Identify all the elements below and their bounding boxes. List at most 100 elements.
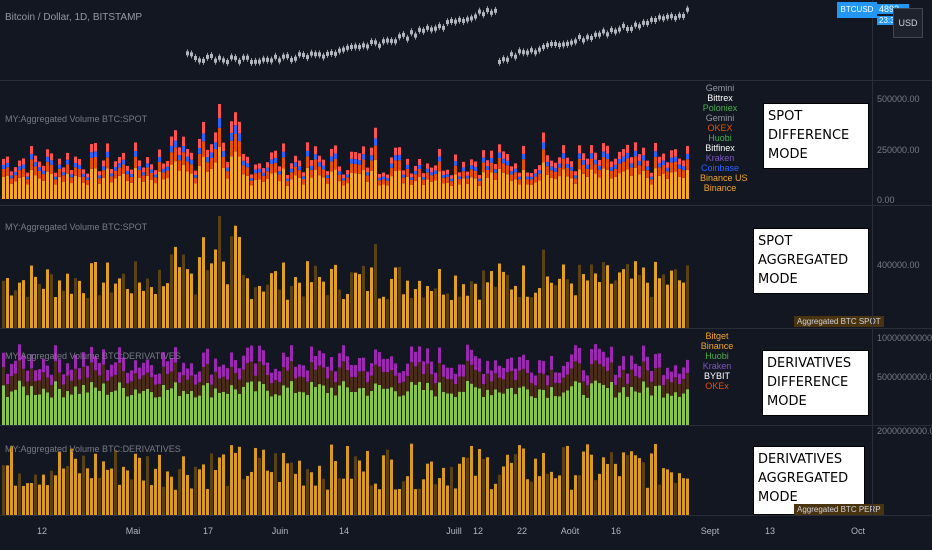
volume-bar [146,388,149,425]
volume-bar [414,174,417,181]
volume-bar [82,169,85,174]
volume-bar [630,451,633,515]
volume-bar [46,171,49,199]
volume-bar [594,480,597,515]
volume-axis[interactable]: 400000.00 [872,206,932,328]
candle-body [642,20,645,25]
volume-bar [254,180,257,199]
volume-bar [622,452,625,515]
volume-bar [658,278,661,328]
volume-bar [6,465,9,515]
volume-bar [646,487,649,515]
volume-bar [670,172,673,199]
volume-bar [6,373,9,385]
volume-bar [314,355,317,370]
volume-bar [682,367,685,379]
volume-bar [646,282,649,328]
pane-separator[interactable] [0,205,932,206]
volume-bar [322,159,325,166]
time-axis[interactable]: 12 Mai 17 Juin 14 Juill 12 22 Août 16 Sept 13 Oct [0,516,932,550]
volume-axis[interactable]: 10000000000.00 5000000000.00 [872,329,932,425]
volume-bar [2,280,5,328]
price-pane[interactable]: Bitcoin / Dollar, 1D, BITSTAMP BTCUSD 48… [0,0,932,80]
volume-bar [270,273,273,328]
derivatives-aggregated-pane[interactable]: MY:Aggregated Volume BTC:DERIVATIVES DER… [0,426,932,515]
volume-bar [214,358,217,372]
volume-bar [26,179,29,185]
volume-bar [354,152,357,160]
volume-bar [206,348,209,364]
volume-bar [74,175,77,199]
candle-body [498,59,501,64]
volume-bar [510,166,513,172]
volume-bar [414,489,417,515]
candle-body [278,58,281,63]
volume-bar [514,394,517,425]
volume-axis[interactable]: 500000.00 250000.00 0.00 [872,81,932,205]
volume-bar [106,262,109,328]
volume-bar [538,170,541,174]
volume-bar [254,287,257,328]
volume-bar [606,357,609,372]
volume-bar [446,393,449,425]
volume-bar [110,168,113,174]
volume-bar [262,172,265,176]
spot-difference-pane[interactable]: MY:Aggregated Volume BTC:SPOT Gemini Bitt… [0,81,932,205]
legend-item: Kraken [702,361,732,371]
candle-body [222,58,225,63]
volume-bar [262,449,265,515]
pane-separator[interactable] [0,328,932,329]
volume-bar [598,473,601,515]
pane-separator[interactable] [0,425,932,426]
volume-bar [278,289,281,328]
volume-bar [538,389,541,425]
volume-bar [246,278,249,328]
volume-bar [662,385,665,398]
volume-bar [26,395,29,425]
volume-bar [658,175,661,199]
volume-bar [362,357,365,372]
pane-separator[interactable] [0,80,932,81]
derivatives-difference-pane[interactable]: MY:Aggregated Volume BTC:DERIVATIVES Bit… [0,329,932,425]
volume-bar [522,265,525,328]
candle-body [242,55,245,60]
volume-bar [342,174,345,179]
volume-bar [54,296,57,328]
volume-bar [270,152,273,160]
volume-bar [222,376,225,392]
volume-bar [358,388,361,425]
volume-bar [642,170,645,199]
currency-button[interactable]: USD [893,8,923,38]
volume-bar [186,269,189,328]
volume-bar [350,478,353,515]
volume-bar [182,164,185,199]
volume-bar [186,475,189,515]
volume-bar [214,149,217,163]
volume-bar [534,375,537,386]
spot-aggregated-pane[interactable]: MY:Aggregated Volume BTC:SPOT SPOT AGGRE… [0,206,932,328]
candle-body [462,18,465,23]
volume-bar [250,185,253,199]
volume-bar [594,152,597,160]
price-axis[interactable]: BTCUSD 4892... 23:35... USD [837,0,932,80]
volume-bar [318,350,321,366]
volume-bar [302,485,305,515]
volume-bar [302,184,305,199]
volume-bar [138,457,141,515]
volume-bar [550,471,553,515]
volume-bar [338,353,341,368]
volume-bar [366,450,369,515]
volume-axis[interactable]: 2000000000.00 [872,426,932,515]
volume-bar [482,150,485,158]
volume-bar [398,396,401,425]
volume-bar [326,392,329,425]
volume-bar [242,369,245,387]
volume-bar [234,452,237,515]
volume-bar [670,162,673,173]
volume-bar [630,175,633,199]
volume-bar [402,371,405,382]
volume-bar [270,372,273,384]
volume-bar [134,360,137,374]
volume-bar [262,182,265,199]
volume-bar [206,383,209,425]
